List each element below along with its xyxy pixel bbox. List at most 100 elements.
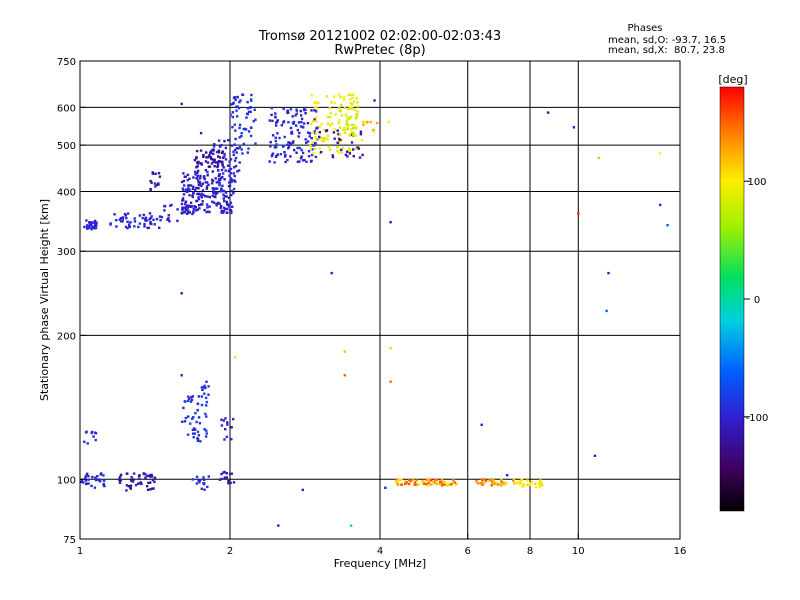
data-point [230,438,233,441]
data-points [80,93,669,527]
data-point [229,113,232,117]
data-point [134,483,138,487]
data-point [417,483,420,486]
data-point [189,422,192,425]
data-point [347,93,350,97]
data-point [227,205,231,208]
data-point [131,480,135,483]
data-point [400,478,403,481]
data-point [291,141,295,144]
data-point [197,479,200,482]
data-point [92,435,95,438]
data-point [412,483,416,486]
data-point [206,195,209,198]
data-point [189,205,192,208]
data-point [149,189,152,192]
data-point [225,476,228,479]
data-point [196,165,199,168]
data-point [207,385,210,388]
data-point [504,483,507,486]
data-point [137,225,140,229]
data-point [208,210,211,214]
data-point [93,219,97,223]
data-point [435,478,439,481]
data-point [442,483,445,486]
data-point [343,350,346,353]
data-point [84,476,87,479]
data-point [96,478,99,481]
data-point [230,193,233,197]
data-point [215,150,219,154]
data-point [200,395,204,398]
data-point [199,194,203,197]
data-point [320,123,323,126]
data-point [233,174,236,178]
data-point [359,133,363,136]
data-point [349,524,353,527]
data-point [180,102,183,106]
data-point [526,483,529,487]
data-point [352,155,355,158]
data-point [318,135,321,139]
data-point [158,215,162,218]
data-point [275,121,278,124]
data-point [223,178,226,181]
data-point [212,188,215,191]
data-point [246,100,249,104]
data-point [344,153,348,156]
data-point [287,111,290,114]
data-point [356,105,360,108]
data-point [228,203,232,206]
data-point [229,177,232,180]
data-point [207,183,210,187]
data-point [200,386,204,389]
data-point [223,438,226,441]
data-point [413,481,417,484]
data-point [238,100,241,104]
data-point [424,482,428,486]
data-point [191,194,194,197]
y-tick-label: 600 [57,103,76,114]
data-point [403,482,407,485]
data-point [184,400,187,403]
data-point [220,472,223,476]
data-point [350,141,354,144]
data-point [182,193,186,196]
data-point [200,403,204,407]
data-point [349,149,352,152]
data-point [327,145,331,148]
data-point [96,475,99,478]
data-point [205,432,208,435]
data-point [215,204,218,207]
data-point [194,173,197,176]
data-point [170,203,173,207]
data-point [198,180,202,184]
data-point [211,170,214,173]
data-point [369,120,372,124]
data-point [483,482,486,485]
data-point [293,148,296,152]
data-point [490,484,493,487]
data-point [210,157,213,161]
data-point [85,219,88,222]
data-point [475,480,478,483]
data-point [180,374,183,377]
data-point [234,148,237,152]
data-point [130,476,133,479]
data-point [191,432,195,435]
data-point [139,481,142,484]
data-point [206,206,209,209]
data-point [191,417,194,420]
data-point [189,201,193,204]
data-point [187,211,190,214]
data-point [220,209,224,212]
data-point [408,482,411,486]
data-point [312,152,315,155]
data-point [304,138,307,141]
data-point [189,184,193,187]
data-point [204,435,208,438]
data-point [343,374,346,377]
data-point [268,160,271,163]
data-point [190,396,193,399]
data-point [572,126,576,129]
